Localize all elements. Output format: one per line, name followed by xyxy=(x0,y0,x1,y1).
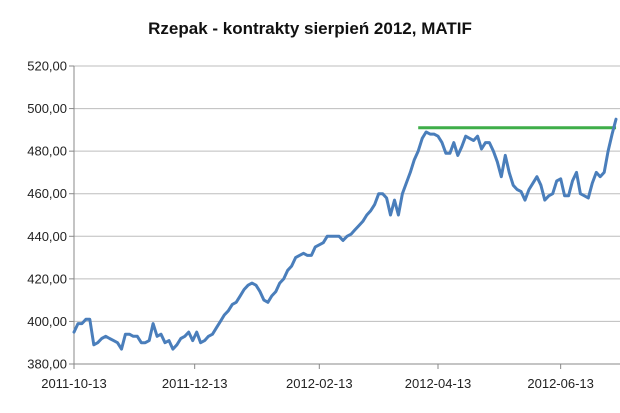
x-tick-label: 2012-06-13 xyxy=(527,376,594,391)
x-axis-tick-labels: 2011-10-13 2011-12-13 2012-02-13 2012-04-13… xyxy=(41,376,594,391)
x-tick-label: 2012-04-13 xyxy=(405,376,472,391)
price-series-line xyxy=(72,117,618,351)
gridlines xyxy=(74,65,620,322)
y-tick-label: 400,00 xyxy=(27,314,67,329)
chart-title: Rzepak - kontrakty sierpień 2012, MATIF xyxy=(148,19,472,38)
plot-area xyxy=(72,117,618,351)
y-tick-label: 440,00 xyxy=(27,229,67,244)
x-tick-label: 2011-12-13 xyxy=(162,376,228,391)
y-axis-tick-labels: 380,00 400,00 420,00 440,00 460,00 480,00 500,… xyxy=(27,59,67,372)
y-tick-label: 480,00 xyxy=(27,144,67,159)
x-tick-label: 2011-10-13 xyxy=(41,376,107,391)
y-tick-label: 380,00 xyxy=(27,357,67,372)
y-tick-label: 460,00 xyxy=(27,186,67,201)
y-tick-label: 520,00 xyxy=(27,59,67,74)
x-tick-label: 2012-02-13 xyxy=(286,376,353,391)
y-tick-label: 500,00 xyxy=(27,101,67,116)
y-tick-label: 420,00 xyxy=(27,271,67,286)
axes xyxy=(69,65,620,369)
